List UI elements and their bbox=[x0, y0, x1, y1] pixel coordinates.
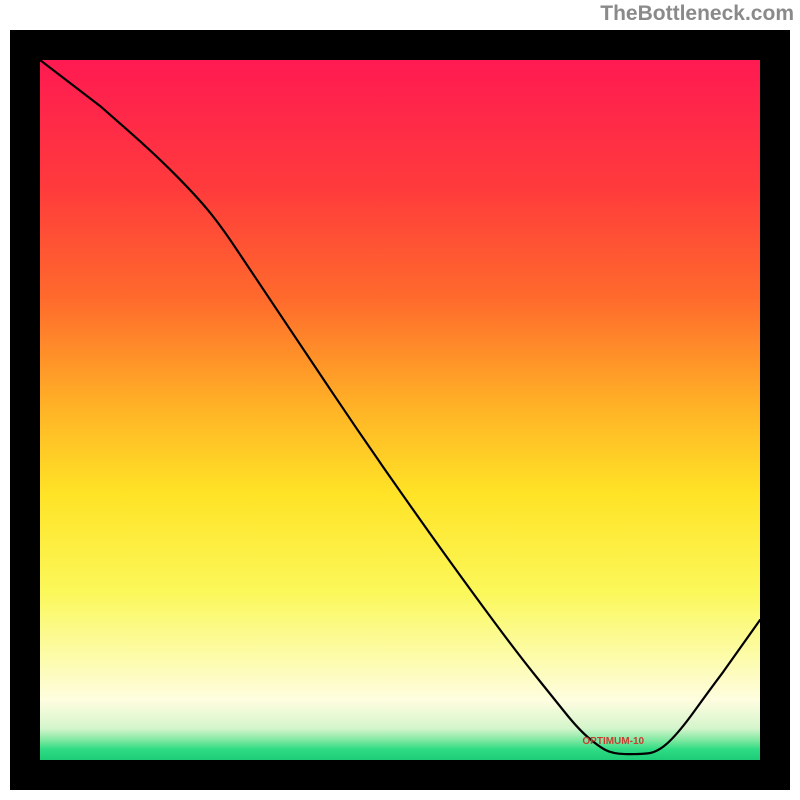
bottleneck-chart: OPTIMUM-10 bbox=[40, 60, 760, 760]
bottleneck-curve bbox=[40, 60, 760, 760]
x-axis-label: OPTIMUM-10 bbox=[582, 736, 644, 747]
watermark-text: TheBottleneck.com bbox=[600, 2, 794, 26]
